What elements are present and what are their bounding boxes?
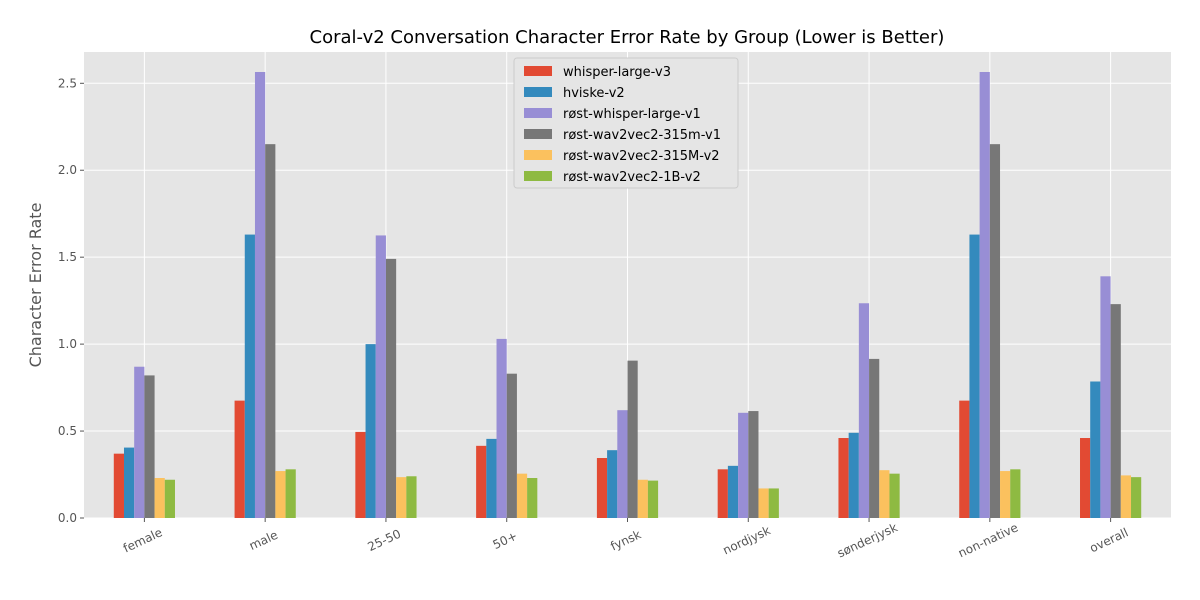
bar — [979, 71, 990, 518]
x-tick-label: female — [121, 525, 164, 555]
chart-title: Coral-v2 Conversation Character Error Ra… — [310, 27, 945, 48]
bar — [727, 465, 739, 518]
bar — [1100, 276, 1111, 518]
bar — [375, 235, 386, 518]
y-tick-label: 0.5 — [58, 424, 77, 438]
x-tick-label: 50+ — [491, 529, 520, 552]
bar — [385, 258, 397, 518]
bar — [527, 478, 538, 518]
bar — [758, 488, 769, 518]
bar — [285, 469, 296, 518]
bar — [989, 144, 1001, 518]
bar — [476, 445, 487, 518]
legend: whisper-large-v3 hviske-v2 røst-whisper-la… — [513, 57, 739, 189]
bar — [486, 438, 497, 518]
y-tick-label: 2.0 — [58, 163, 77, 177]
y-tick-label: 0.0 — [58, 511, 77, 525]
bars — [113, 71, 1142, 518]
bar — [596, 458, 608, 518]
bar — [717, 469, 728, 518]
bar — [1000, 471, 1011, 518]
x-tick-label: non-native — [956, 520, 1020, 560]
bar — [768, 488, 779, 518]
bar — [838, 438, 849, 518]
y-tick-label: 1.0 — [58, 337, 77, 351]
legend-box — [513, 57, 739, 189]
legend-entry: røst-wav2vec2-1B-v2 — [563, 170, 701, 185]
bar — [365, 344, 376, 518]
y-tick-label: 1.5 — [58, 250, 77, 264]
y-tick-label: 2.5 — [58, 76, 77, 90]
legend-entry: røst-whisper-large-v1 — [563, 107, 701, 122]
legend-entry: whisper-large-v3 — [563, 65, 671, 80]
bar — [506, 373, 517, 518]
bar — [969, 234, 980, 518]
bar — [244, 234, 255, 518]
x-tick-label: nordjysk — [721, 523, 773, 557]
bar — [516, 473, 528, 518]
bar — [647, 480, 659, 518]
bar — [1120, 475, 1132, 518]
bar — [637, 479, 648, 518]
bar — [355, 431, 366, 518]
x-tick-label: fynsk — [608, 527, 643, 553]
legend-swatch — [524, 108, 552, 118]
bar — [164, 479, 175, 518]
x-tick-label: overall — [1087, 525, 1130, 555]
legend-swatch — [524, 171, 552, 181]
bar — [113, 453, 124, 518]
bar — [889, 473, 900, 518]
bar — [869, 358, 880, 518]
bar — [617, 410, 628, 518]
bar — [1090, 381, 1101, 518]
legend-entry: røst-wav2vec2-315m-v1 — [563, 128, 721, 143]
bar — [496, 338, 507, 518]
x-tick-label: 25-50 — [365, 527, 403, 554]
x-tick-label: male — [247, 528, 280, 553]
bar — [748, 411, 759, 518]
legend-swatch — [524, 129, 552, 139]
bar — [1010, 469, 1021, 518]
bar — [154, 478, 165, 518]
bar — [959, 400, 970, 518]
bar — [406, 476, 417, 518]
x-axis: female male 25-50 50+ fynsk nordjysk sønderjys… — [121, 518, 1130, 560]
bar — [234, 400, 245, 518]
bar — [134, 366, 145, 518]
bar — [858, 303, 870, 518]
bar — [848, 432, 859, 518]
legend-entry: røst-wav2vec2-315M-v2 — [563, 149, 720, 164]
bar — [627, 360, 638, 518]
legend-entry: hviske-v2 — [563, 86, 625, 101]
bar — [396, 477, 407, 518]
bar — [1131, 477, 1142, 518]
y-axis: 0.0 0.5 1.0 1.5 2.0 2.5 — [58, 76, 84, 525]
bar — [607, 450, 618, 518]
legend-swatch — [524, 150, 552, 160]
legend-swatch — [524, 87, 552, 97]
bar — [738, 412, 749, 518]
x-tick-label: sønderjysk — [835, 520, 900, 560]
bar — [1110, 304, 1121, 518]
bar — [879, 470, 890, 518]
bar — [265, 144, 276, 518]
bar — [1080, 438, 1091, 518]
y-axis-label: Character Error Rate — [26, 203, 45, 368]
bar — [144, 375, 155, 518]
bar — [275, 471, 286, 518]
legend-swatch — [524, 66, 552, 76]
bar — [254, 71, 266, 518]
bar — [123, 447, 135, 518]
